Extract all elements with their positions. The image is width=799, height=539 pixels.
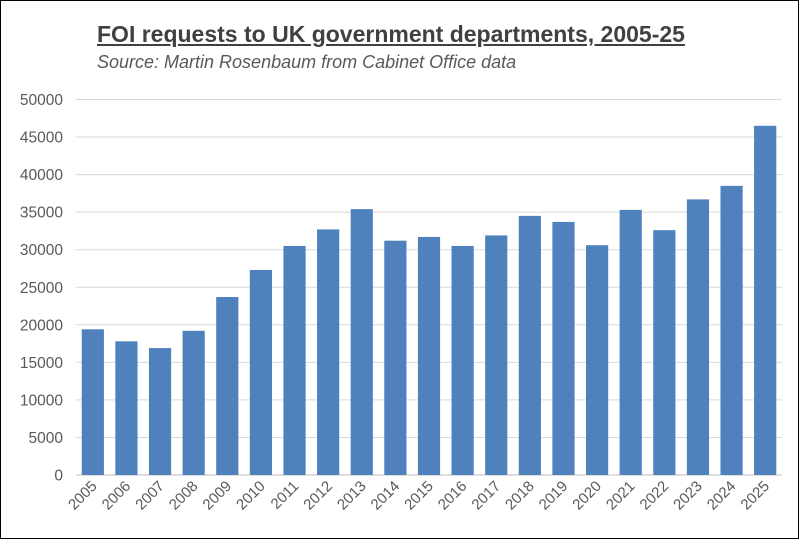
y-tick-label: 15000 [20, 355, 63, 372]
bar-2016 [451, 245, 474, 475]
x-tick-label: 2020 [569, 478, 605, 514]
bar-2025 [754, 125, 777, 475]
bar-2010 [249, 269, 272, 475]
bar-2012 [317, 229, 340, 475]
bar-2013 [350, 209, 373, 475]
y-tick-label: 10000 [20, 392, 63, 409]
chart-subtitle: Source: Martin Rosenbaum from Cabinet Of… [97, 52, 517, 72]
bar-2006 [115, 341, 138, 475]
x-tick-label: 2011 [268, 478, 303, 513]
y-tick-label: 25000 [20, 280, 63, 297]
y-tick-label: 35000 [20, 205, 63, 222]
bar-2014 [384, 240, 407, 475]
bar-2024 [720, 185, 743, 476]
x-tick-label: 2018 [502, 478, 538, 514]
x-tick-label: 2024 [704, 478, 740, 514]
bar-2005 [81, 329, 104, 475]
x-tick-label: 2019 [536, 478, 572, 514]
x-tick-label: 2016 [435, 478, 471, 514]
x-tick-label: 2017 [468, 478, 504, 514]
x-tick-label: 2007 [132, 478, 168, 514]
x-tick-label: 2009 [199, 478, 235, 514]
y-tick-label: 30000 [20, 242, 63, 259]
bar-2018 [518, 215, 541, 475]
x-tick-label: 2023 [670, 478, 706, 514]
y-tick-label: 20000 [20, 317, 63, 334]
bar-2019 [552, 221, 575, 475]
x-tick-label: 2010 [233, 478, 269, 514]
y-tick-label: 5000 [29, 430, 64, 447]
x-tick-label: 2014 [368, 478, 404, 514]
x-tick-label: 2005 [65, 478, 101, 514]
x-tick-label: 2015 [401, 478, 437, 514]
bar-2021 [619, 209, 642, 475]
y-tick-label: 0 [54, 468, 63, 485]
bar-2015 [417, 236, 441, 475]
bar-2017 [485, 235, 508, 475]
x-tick-label: 2022 [637, 478, 673, 514]
x-tick-label: 2021 [603, 478, 639, 514]
x-tick-label: 2012 [300, 478, 336, 514]
y-tick-label: 45000 [20, 130, 63, 147]
x-tick-label: 2008 [166, 478, 202, 514]
y-tick-label: 40000 [20, 167, 63, 184]
bar-2011 [283, 245, 306, 475]
x-tick-label: 2006 [99, 478, 135, 514]
bar-2007 [148, 348, 172, 475]
bar-2022 [653, 230, 676, 475]
x-tick-label: 2025 [737, 478, 773, 514]
x-tick-label: 2013 [334, 478, 370, 514]
bar-2008 [182, 330, 205, 475]
bar-2009 [216, 297, 239, 475]
bar-2023 [686, 199, 710, 475]
chart-title: FOI requests to UK government department… [97, 21, 685, 47]
y-tick-label: 50000 [20, 92, 63, 109]
bar-2020 [586, 245, 609, 475]
